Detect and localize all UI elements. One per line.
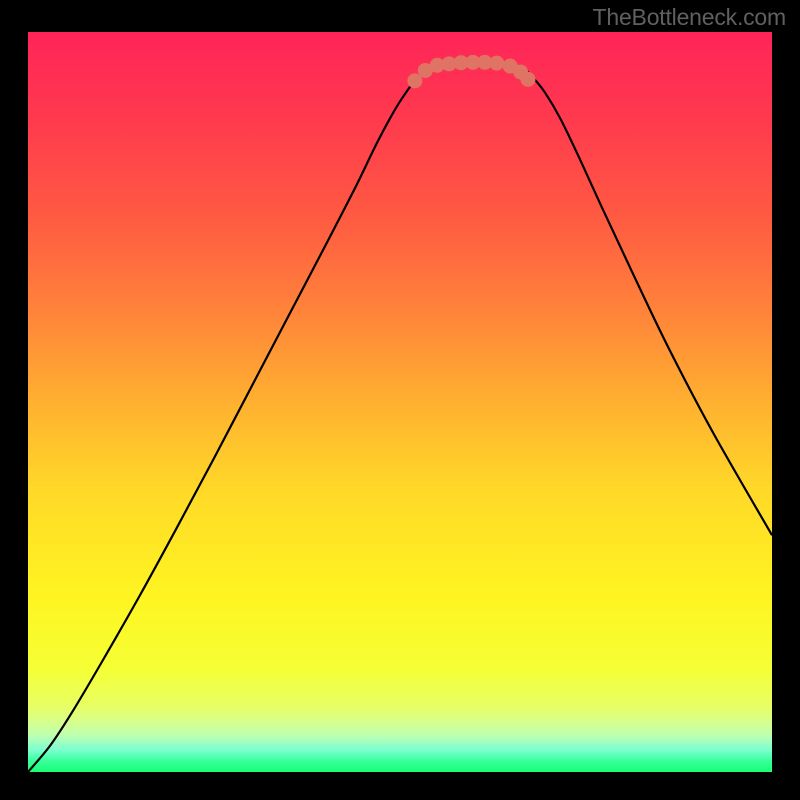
data-marker [490,56,504,70]
data-marker [408,74,422,88]
data-marker [521,72,535,86]
plot-area [28,32,772,772]
watermark-text: TheBottleneck.com [593,4,786,31]
bottleneck-curve [28,32,772,772]
chart-frame: TheBottleneck.com [0,0,800,800]
